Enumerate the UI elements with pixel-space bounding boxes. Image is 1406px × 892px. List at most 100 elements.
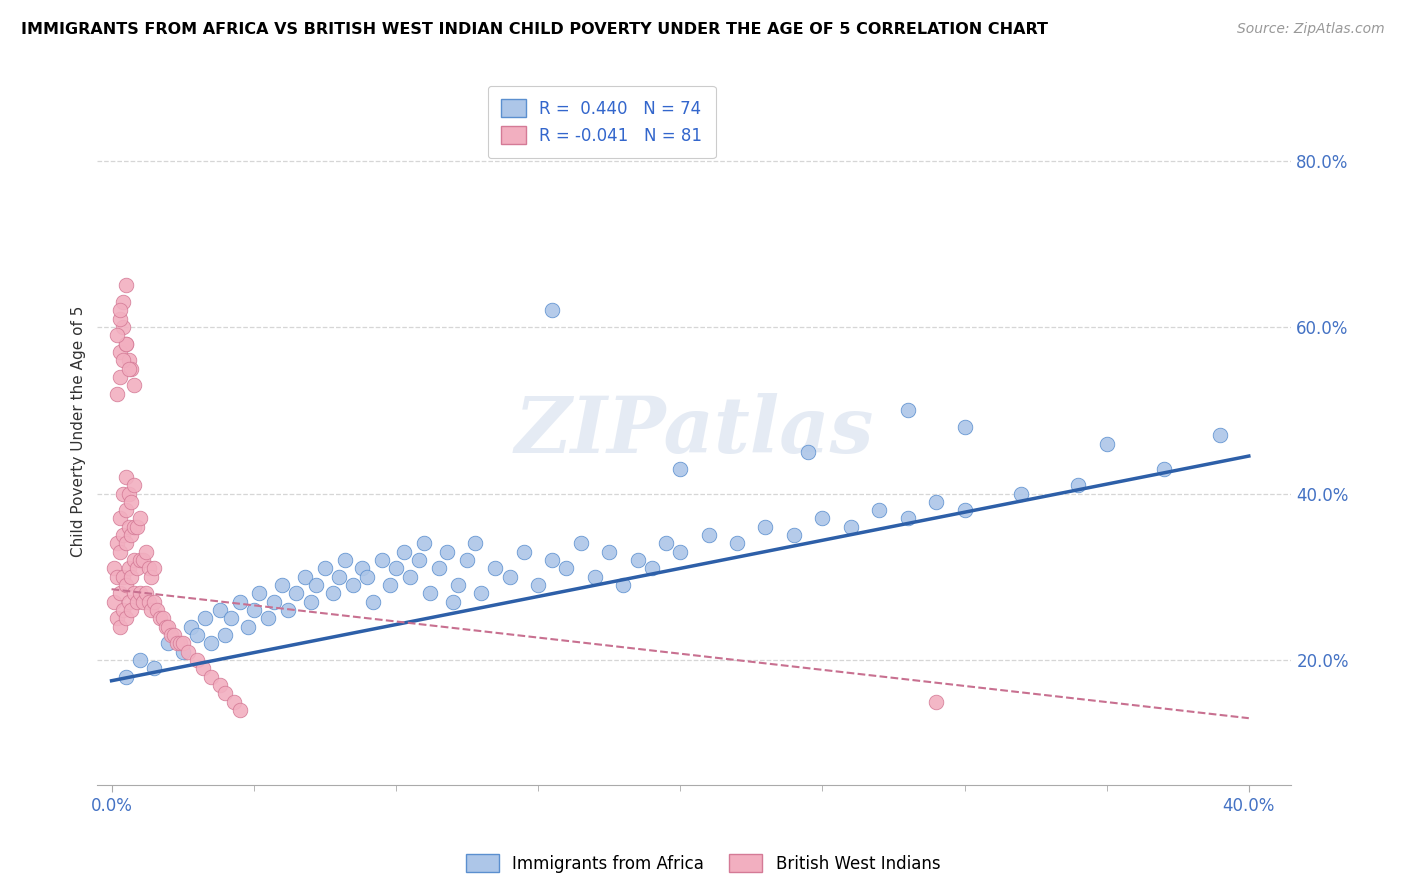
Point (513, 545, 536, 559)
Point (612, 578, 634, 592)
Point (135, 586, 157, 600)
Point (124, 586, 146, 600)
Point (285, 586, 308, 600)
Point (108, 545, 131, 559)
Point (1067, 478, 1090, 492)
Point (129, 511, 152, 525)
Point (249, 586, 271, 600)
Point (626, 553, 648, 567)
Point (277, 603, 299, 617)
Point (299, 595, 322, 609)
Point (484, 561, 506, 575)
Point (527, 578, 550, 592)
Point (111, 603, 134, 617)
Point (394, 545, 416, 559)
Point (725, 536, 748, 550)
Point (157, 636, 180, 650)
Point (219, 611, 242, 625)
Point (1095, 436, 1118, 450)
Point (121, 495, 143, 509)
Point (797, 445, 820, 459)
Point (208, 603, 231, 617)
Y-axis label: Child Poverty Under the Age of 5: Child Poverty Under the Age of 5 (72, 305, 86, 557)
Point (114, 336, 136, 351)
Point (103, 595, 125, 609)
Point (114, 536, 136, 550)
Point (236, 620, 259, 634)
Point (111, 320, 134, 334)
Point (1153, 461, 1175, 475)
Point (257, 611, 280, 625)
Point (271, 578, 294, 592)
Point (129, 653, 152, 667)
Point (385, 561, 408, 575)
Point (180, 620, 202, 634)
Point (350, 561, 373, 575)
Point (408, 553, 430, 567)
Point (456, 553, 478, 567)
Point (868, 503, 890, 517)
Point (117, 520, 139, 534)
Point (1209, 428, 1232, 442)
Point (105, 328, 128, 343)
Point (498, 570, 520, 584)
Point (464, 536, 486, 550)
Point (157, 620, 180, 634)
Point (441, 595, 464, 609)
Point (166, 636, 188, 650)
Text: Source: ZipAtlas.com: Source: ZipAtlas.com (1237, 22, 1385, 37)
Point (436, 545, 458, 559)
Point (149, 611, 172, 625)
Point (925, 495, 948, 509)
Point (143, 661, 166, 675)
Point (172, 636, 194, 650)
Point (105, 570, 128, 584)
Point (169, 636, 191, 650)
Point (555, 561, 578, 575)
Point (105, 611, 128, 625)
Point (356, 570, 378, 584)
Point (111, 486, 134, 500)
Point (228, 703, 250, 717)
Legend: Immigrants from Africa, British West Indians: Immigrants from Africa, British West Ind… (458, 847, 948, 880)
Point (541, 553, 564, 567)
Point (294, 570, 316, 584)
Point (108, 311, 131, 326)
Point (114, 669, 136, 683)
Point (108, 303, 131, 318)
Point (200, 636, 222, 650)
Point (152, 611, 174, 625)
Point (754, 520, 776, 534)
Point (108, 586, 131, 600)
Point (361, 595, 384, 609)
Point (146, 603, 169, 617)
Point (419, 586, 441, 600)
Point (108, 370, 131, 384)
Legend: R =  0.440   N = 74, R = -0.041   N = 81: R = 0.440 N = 74, R = -0.041 N = 81 (488, 86, 716, 158)
Point (124, 478, 146, 492)
Point (114, 470, 136, 484)
Point (380, 578, 402, 592)
Point (108, 345, 131, 359)
Point (111, 570, 134, 584)
Point (242, 603, 264, 617)
Point (129, 553, 152, 567)
Point (897, 403, 920, 417)
Point (121, 570, 143, 584)
Point (447, 578, 470, 592)
Point (953, 503, 976, 517)
Point (263, 595, 285, 609)
Point (117, 561, 139, 575)
Point (314, 561, 336, 575)
Point (111, 528, 134, 542)
Point (143, 595, 166, 609)
Point (200, 669, 222, 683)
Point (569, 536, 592, 550)
Point (370, 553, 392, 567)
Point (811, 511, 834, 525)
Point (783, 528, 806, 542)
Point (228, 595, 250, 609)
Point (194, 611, 217, 625)
Point (114, 578, 136, 592)
Point (141, 603, 163, 617)
